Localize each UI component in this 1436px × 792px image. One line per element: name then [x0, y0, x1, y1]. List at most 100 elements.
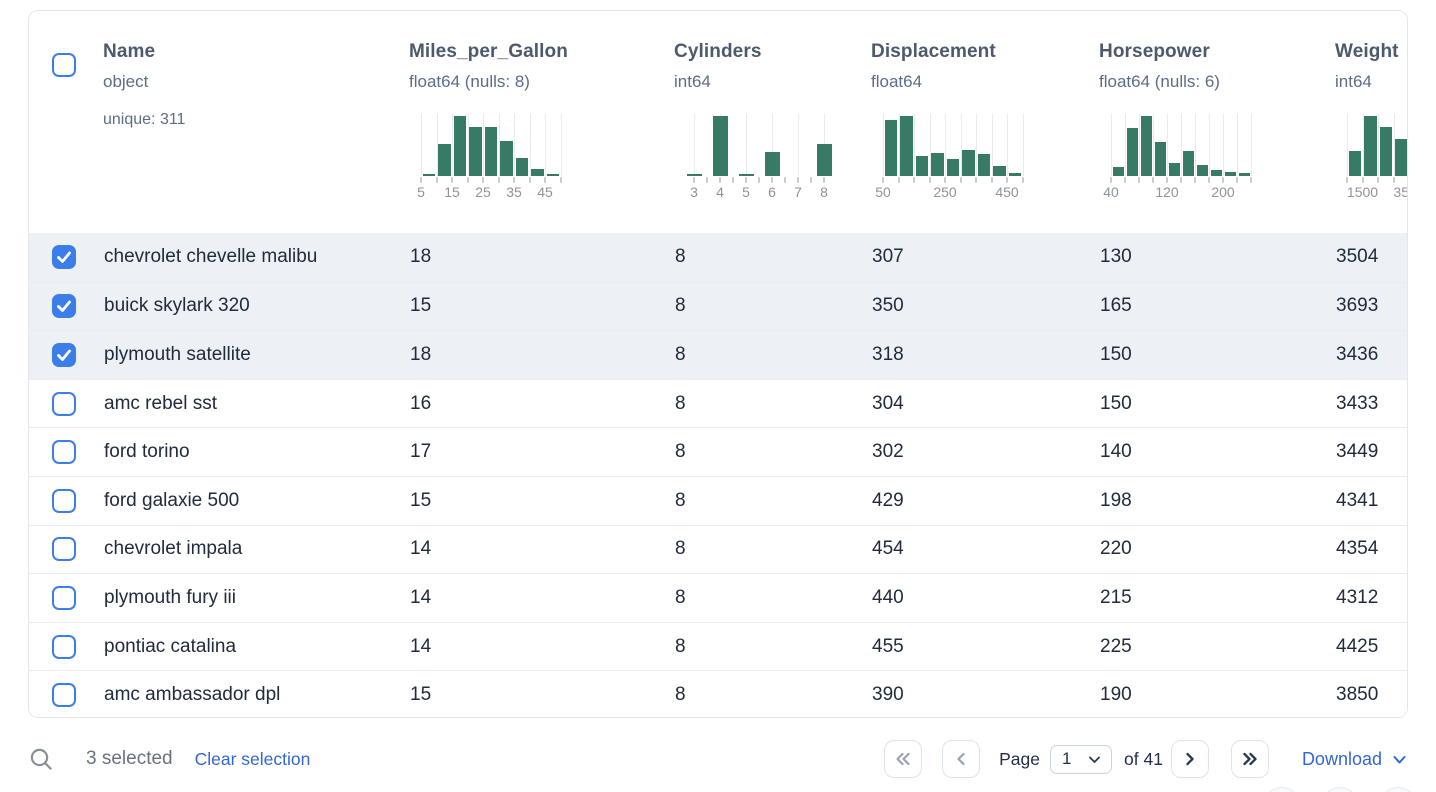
table-row: plymouth fury iii 14 8 440 215 4312 [29, 573, 1407, 622]
axis-tick [544, 177, 546, 183]
prev-page-button[interactable] [942, 740, 981, 778]
cell-name: ford torino [104, 441, 190, 463]
chevron-left-icon [957, 752, 965, 766]
grid-line [945, 114, 946, 176]
search-icon[interactable] [28, 746, 55, 773]
check-icon [57, 300, 71, 313]
cell-displacement: 454 [872, 538, 904, 560]
row-checkbox[interactable] [52, 391, 76, 416]
histogram-bar [962, 150, 975, 176]
grid-line [1181, 114, 1182, 176]
histogram-horsepower[interactable]: 40 120 200 [1103, 114, 1252, 202]
download-button[interactable]: Download [1302, 749, 1408, 770]
grid-line [1362, 114, 1364, 176]
cell-weight: 4341 [1336, 489, 1379, 511]
cell-horsepower: 198 [1100, 489, 1132, 511]
axis-tick [435, 177, 438, 183]
histogram-bar [817, 144, 832, 176]
cell-weight: 3693 [1336, 295, 1379, 317]
row-checkbox[interactable] [52, 537, 76, 562]
axis-tick [513, 177, 515, 183]
select-all-checkbox[interactable] [52, 53, 76, 77]
axis-tick [1152, 177, 1154, 183]
last-page-button[interactable] [1230, 740, 1269, 778]
histogram-cylinders[interactable]: 3 4 5 6 7 8 [686, 114, 832, 202]
row-checkbox[interactable] [52, 634, 76, 659]
cutoff-button-2[interactable] [1321, 787, 1359, 792]
histogram-bar [500, 141, 513, 176]
cell-name: amc ambassador dpl [104, 684, 281, 706]
row-checkbox-cell [29, 585, 103, 610]
cutoff-button-3[interactable] [1379, 787, 1417, 792]
cell-name: plymouth satellite [104, 343, 251, 365]
cell-weight: 3449 [1336, 441, 1379, 463]
column-name: Name [103, 41, 156, 62]
cell-cylinders: 8 [675, 441, 686, 463]
check-icon [57, 251, 71, 264]
axis-tick [944, 177, 946, 183]
cell-cylinders: 8 [675, 246, 686, 268]
axis-tick-label: 50 [875, 184, 891, 200]
grid-line [1111, 114, 1112, 176]
first-page-button[interactable] [884, 740, 923, 778]
cell-weight: 3850 [1336, 684, 1379, 706]
cell-miles_per_gallon: 15 [410, 684, 432, 706]
row-checkbox-cell [29, 634, 103, 659]
row-checkbox[interactable] [52, 585, 76, 610]
axis-tick [1236, 177, 1238, 183]
axis-tick [959, 177, 962, 183]
axis-tick [1361, 177, 1364, 183]
cell-name: buick skylark 320 [104, 295, 250, 317]
histogram-bar [1238, 173, 1250, 176]
clear-selection-link[interactable]: Clear selection [194, 748, 311, 769]
cell-miles_per_gallon: 16 [410, 392, 432, 414]
column-header-cylinders: Cylinders int64 3 4 5 6 7 8 [674, 11, 871, 233]
histogram-bar [765, 152, 780, 176]
row-checkbox-cell [29, 683, 103, 708]
chevron-right-icon [1186, 752, 1194, 766]
row-checkbox[interactable] [52, 488, 76, 513]
histogram-weight[interactable]: 1500 3500 [1346, 114, 1407, 202]
row-checkbox[interactable] [52, 294, 76, 319]
cell-cylinders: 8 [675, 489, 686, 511]
row-checkbox-cell [29, 488, 103, 513]
row-checkbox[interactable] [52, 683, 76, 708]
page-select[interactable]: 1 [1050, 744, 1112, 774]
row-checkbox[interactable] [52, 342, 76, 367]
histogram-bar [1112, 167, 1124, 176]
cell-displacement: 307 [872, 246, 904, 268]
next-page-button[interactable] [1170, 740, 1209, 778]
cutoff-button-1[interactable] [1263, 787, 1301, 792]
cell-name: chevrolet impala [104, 538, 243, 560]
axis-tick-label: 3 [690, 184, 698, 200]
cell-name: pontiac catalina [104, 635, 237, 657]
axis-tick [990, 177, 993, 183]
column-header-displacement: Displacement float64 50 250 450 [871, 11, 1099, 233]
column-header-horsepower: Horsepower float64 (nulls: 6) 40 120 200 [1099, 11, 1335, 233]
check-icon [57, 349, 71, 361]
column-name: Cylinders [674, 41, 762, 62]
cell-displacement: 318 [872, 343, 904, 365]
grid-line [483, 114, 484, 176]
table-body: chevrolet chevelle malibu 18 8 307 130 3504 bu… [29, 233, 1407, 717]
axis-tick [975, 177, 977, 183]
axis-tick [559, 177, 562, 183]
histogram-bar [1224, 172, 1236, 176]
cell-displacement: 440 [872, 586, 904, 608]
histogram-bar [453, 116, 466, 176]
row-checkbox[interactable] [52, 245, 76, 270]
column-name: Weight [1335, 41, 1399, 62]
axis-tick [758, 177, 760, 183]
histogram-bar [977, 154, 990, 176]
histogram-miles_per_gallon[interactable]: 5 15 25 35 45 [417, 114, 562, 202]
row-checkbox[interactable] [52, 440, 76, 465]
histogram-displacement[interactable]: 50 250 450 [875, 114, 1024, 202]
column-dtype: float64 (nulls: 6) [1099, 72, 1220, 91]
axis-tick-label: 120 [1155, 184, 1179, 200]
column-dtype: int64 [674, 72, 711, 91]
page-select-value: 1 [1062, 749, 1072, 768]
axis-tick-label: 5 [417, 184, 425, 200]
axis-tick [1208, 177, 1210, 183]
axis-tick-label: 45 [537, 184, 553, 200]
axis-tick-label: 6 [768, 184, 776, 200]
